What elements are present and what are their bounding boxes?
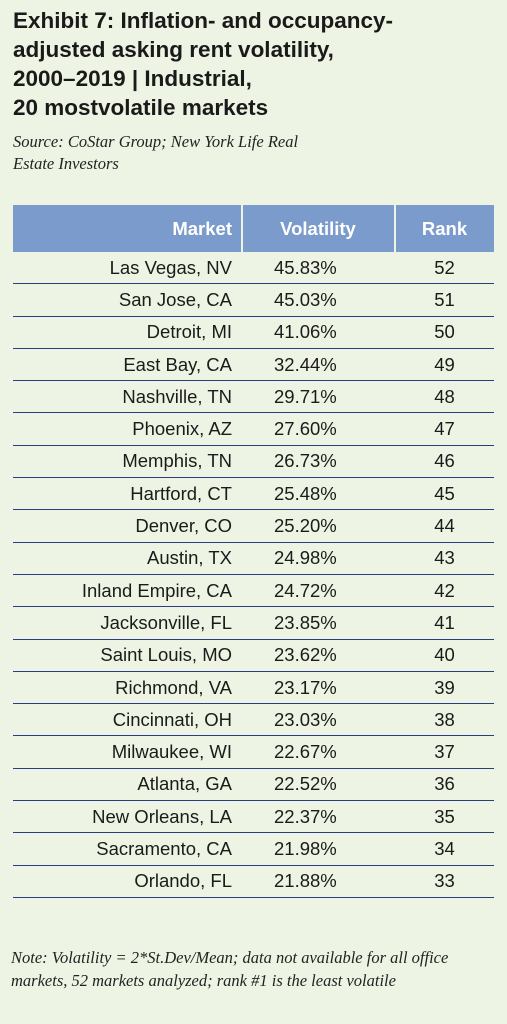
table-row: Hartford, CT 25.48% 45 <box>13 478 494 511</box>
table-cell: San Jose, CA <box>118 288 232 310</box>
table-cell: 49 <box>434 353 455 375</box>
table-cell: 25.20% <box>274 515 337 537</box>
column-header: Rank <box>421 217 468 239</box>
table-cell: 45.83% <box>274 256 337 278</box>
table-cell: 47 <box>434 418 455 440</box>
table-row: Nashville, TN 29.71% 48 <box>13 381 494 414</box>
note: Note: Volatility = 2*St.Dev/Mean; data n… <box>11 948 449 990</box>
table-row: Detroit, MI 41.06% 50 <box>13 317 494 349</box>
table-cell: 40 <box>434 644 455 666</box>
table-cell: Atlanta, GA <box>137 773 232 795</box>
table-cell: Denver, CO <box>135 515 232 537</box>
table-cell: 22.67% <box>274 741 337 763</box>
table-cell: 37 <box>434 741 455 763</box>
table-cell: Jacksonville, FL <box>100 611 232 633</box>
title-line: 2000–2019 | Industrial, <box>13 66 252 91</box>
table-cell: Inland Empire, CA <box>81 579 232 601</box>
table-cell: 35 <box>434 805 455 827</box>
table-row: Atlanta, GA 22.52% 36 <box>13 769 494 802</box>
table-cell: 23.17% <box>274 676 337 698</box>
table-cell: 21.88% <box>274 870 337 892</box>
table-cell: Las Vegas, NV <box>109 256 232 278</box>
table-row: Milwaukee, WI 22.67% 37 <box>13 736 494 769</box>
separator <box>394 205 396 252</box>
table-cell: 48 <box>434 385 455 407</box>
table-cell: 39 <box>434 676 455 698</box>
table-cell: Hartford, CT <box>130 482 232 504</box>
table-cell: Sacramento, CA <box>96 837 232 859</box>
table-cell: 41 <box>434 611 455 633</box>
table-row: Las Vegas, NV 45.83% 52 <box>13 252 494 285</box>
table-row: Phoenix, AZ 27.60% 47 <box>13 413 494 446</box>
table-cell: 44 <box>434 515 455 537</box>
column-header: Market <box>172 217 232 239</box>
table-cell: 43 <box>434 547 455 569</box>
table-cell: 24.72% <box>274 579 337 601</box>
table-cell: Richmond, VA <box>115 676 232 698</box>
table-cell: 38 <box>434 708 455 730</box>
title-line: adjusted asking rent volatility, <box>13 37 334 62</box>
table-row: East Bay, CA 32.44% 49 <box>13 349 494 382</box>
source: Source: CoStar Group; New York Life Real… <box>13 132 299 173</box>
table-cell: 26.73% <box>274 450 337 472</box>
table-cell: 24.98% <box>274 547 337 569</box>
table-cell: Saint Louis, MO <box>100 644 232 666</box>
table-row: Jacksonville, FL 23.85% 41 <box>13 607 494 640</box>
table-row: Austin, TX 24.98% 43 <box>13 543 494 575</box>
table-cell: Cincinnati, OH <box>112 708 232 730</box>
table-cell: 29.71% <box>274 385 337 407</box>
table-cell: 51 <box>434 288 455 310</box>
table-cell: 46 <box>434 450 455 472</box>
column-header: Volatility <box>280 217 356 239</box>
table-cell: 34 <box>434 837 455 859</box>
table-cell: 23.85% <box>274 611 337 633</box>
title-line: Exhibit 7: Inflation- and occupancy- <box>13 8 394 33</box>
table-cell: Memphis, TN <box>122 450 232 472</box>
title: Exhibit 7: Inflation- and occupancy-adju… <box>13 6 503 122</box>
table-cell: 50 <box>434 321 455 343</box>
table-row: New Orleans, LA 22.37% 35 <box>13 801 494 834</box>
table-row: Denver, CO 25.20% 44 <box>13 510 494 543</box>
table-cell: Milwaukee, WI <box>111 741 232 763</box>
table-cell: 41.06% <box>274 321 337 343</box>
table-cell: Detroit, MI <box>146 321 232 343</box>
table-row: San Jose, CA 45.03% 51 <box>13 284 494 317</box>
table-row: Orlando, FL 21.88% 33 <box>13 866 494 898</box>
table-cell: 25.48% <box>274 482 337 504</box>
table-cell: East Bay, CA <box>123 353 232 375</box>
table-cell: 45 <box>434 482 455 504</box>
table-row: Sacramento, CA 21.98% 34 <box>13 833 494 866</box>
table-cell: Nashville, TN <box>122 385 232 407</box>
title-line: 20 mostvolatile markets <box>13 95 269 120</box>
table-cell: 32.44% <box>274 353 337 375</box>
table-cell: Austin, TX <box>146 547 232 569</box>
table-row: Cincinnati, OH 23.03% 38 <box>13 704 494 737</box>
table: Market Volatility Rank Las Vegas, NV 45.83% 5… <box>13 205 494 898</box>
table-cell: 42 <box>434 579 455 601</box>
table-cell: 45.03% <box>274 288 337 310</box>
table-cell: 22.37% <box>274 805 337 827</box>
table-cell: 27.60% <box>274 418 337 440</box>
table-cell: 52 <box>434 256 455 278</box>
table-row: Richmond, VA 23.17% 39 <box>13 672 494 705</box>
table-cell: 33 <box>434 870 455 892</box>
separator <box>241 205 243 252</box>
table-cell: Orlando, FL <box>134 870 232 892</box>
table-cell: 36 <box>434 773 455 795</box>
table-row: Memphis, TN 26.73% 46 <box>13 446 494 479</box>
table-cell: 23.03% <box>274 708 337 730</box>
table-cell: 22.52% <box>274 773 337 795</box>
table-cell: 21.98% <box>274 837 337 859</box>
header-row: Market Volatility Rank <box>13 205 494 252</box>
table-row: Saint Louis, MO 23.62% 40 <box>13 640 494 672</box>
table-row: Inland Empire, CA 24.72% 42 <box>13 575 494 608</box>
table-cell: 23.62% <box>274 644 337 666</box>
table-cell: Phoenix, AZ <box>132 418 232 440</box>
table-cell: New Orleans, LA <box>92 805 232 827</box>
